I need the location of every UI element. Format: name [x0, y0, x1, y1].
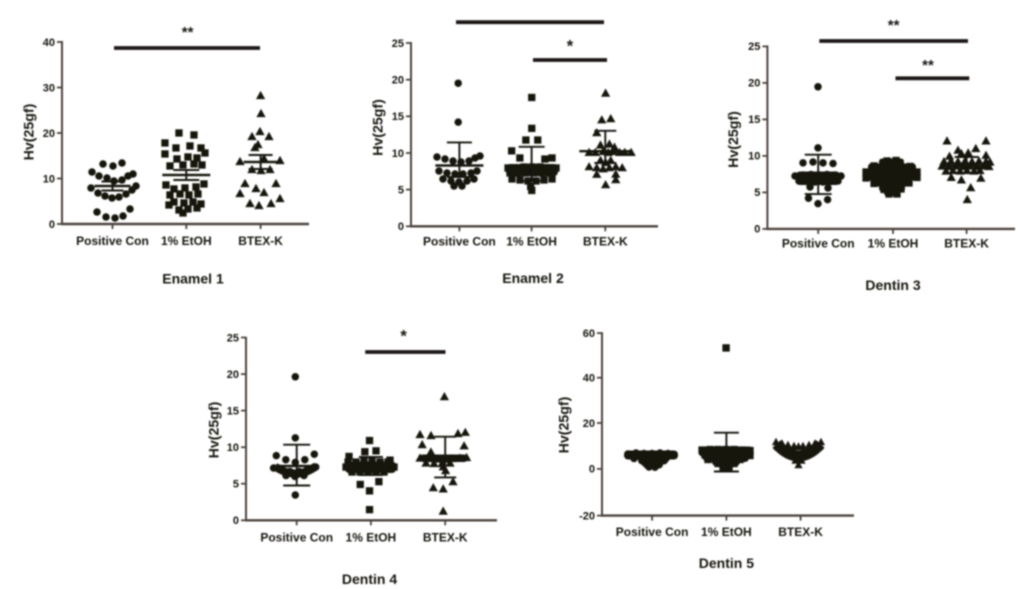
svg-text:-20: -20 — [579, 510, 595, 522]
svg-text:Hv(25gf): Hv(25gf) — [726, 111, 742, 168]
svg-text:10: 10 — [43, 173, 55, 185]
svg-text:20: 20 — [43, 128, 55, 140]
svg-text:Enamel 1: Enamel 1 — [162, 271, 224, 287]
svg-text:10: 10 — [227, 442, 239, 454]
svg-text:15: 15 — [227, 405, 239, 417]
svg-text:**: ** — [182, 24, 194, 41]
svg-text:**: ** — [888, 17, 900, 34]
svg-text:10: 10 — [392, 148, 404, 160]
svg-text:*: * — [567, 38, 574, 56]
svg-text:Hv(25gf): Hv(25gf) — [206, 401, 222, 458]
svg-text:20: 20 — [748, 78, 760, 90]
svg-text:BTEX-K: BTEX-K — [778, 525, 823, 539]
svg-text:20: 20 — [227, 369, 239, 381]
svg-text:Hv(25gf): Hv(25gf) — [370, 99, 386, 156]
svg-text:0: 0 — [398, 221, 404, 233]
svg-text:25: 25 — [748, 41, 760, 53]
svg-text:1% EtOH: 1% EtOH — [701, 525, 752, 539]
svg-text:40: 40 — [43, 37, 55, 49]
svg-text:20: 20 — [583, 418, 595, 430]
svg-text:25: 25 — [392, 38, 404, 50]
svg-text:0: 0 — [233, 515, 239, 527]
svg-text:5: 5 — [398, 184, 404, 196]
svg-text:25: 25 — [227, 332, 239, 344]
svg-text:Positive Con: Positive Con — [616, 525, 689, 539]
svg-text:BTEX-K: BTEX-K — [583, 235, 628, 249]
svg-text:**: ** — [922, 57, 934, 74]
svg-text:0: 0 — [589, 464, 595, 476]
svg-text:20: 20 — [392, 75, 404, 87]
svg-text:Hv(25gf): Hv(25gf) — [21, 103, 37, 160]
svg-text:1% EtOH: 1% EtOH — [506, 235, 557, 249]
svg-text:Positive Con: Positive Con — [782, 237, 855, 251]
svg-text:BTEX-K: BTEX-K — [423, 531, 468, 545]
svg-text:1% EtOH: 1% EtOH — [346, 531, 397, 545]
svg-text:0: 0 — [49, 219, 55, 231]
svg-text:30: 30 — [43, 82, 55, 94]
svg-text:10: 10 — [748, 151, 760, 163]
svg-text:5: 5 — [233, 479, 239, 491]
svg-text:Positive Con: Positive Con — [76, 234, 149, 248]
svg-text:40: 40 — [583, 373, 595, 385]
svg-text:60: 60 — [583, 328, 595, 340]
svg-text:Hv(25gf): Hv(25gf) — [557, 396, 573, 453]
svg-text:BTEX-K: BTEX-K — [944, 237, 989, 251]
svg-text:BTEX-K: BTEX-K — [238, 234, 283, 248]
svg-text:5: 5 — [754, 187, 760, 199]
svg-text:Positive Con: Positive Con — [423, 235, 496, 249]
svg-text:15: 15 — [392, 111, 404, 123]
svg-text:*: * — [400, 328, 407, 346]
svg-text:1% EtOH: 1% EtOH — [161, 234, 212, 248]
svg-text:Dentin 3: Dentin 3 — [865, 277, 920, 293]
svg-text:Dentin 5: Dentin 5 — [699, 555, 754, 571]
svg-text:Dentin 4: Dentin 4 — [342, 571, 397, 587]
svg-text:Positive Con: Positive Con — [260, 531, 333, 545]
svg-text:0: 0 — [754, 224, 760, 236]
svg-text:15: 15 — [748, 114, 760, 126]
svg-text:Enamel 2: Enamel 2 — [502, 270, 564, 286]
svg-text:1% EtOH: 1% EtOH — [868, 237, 919, 251]
